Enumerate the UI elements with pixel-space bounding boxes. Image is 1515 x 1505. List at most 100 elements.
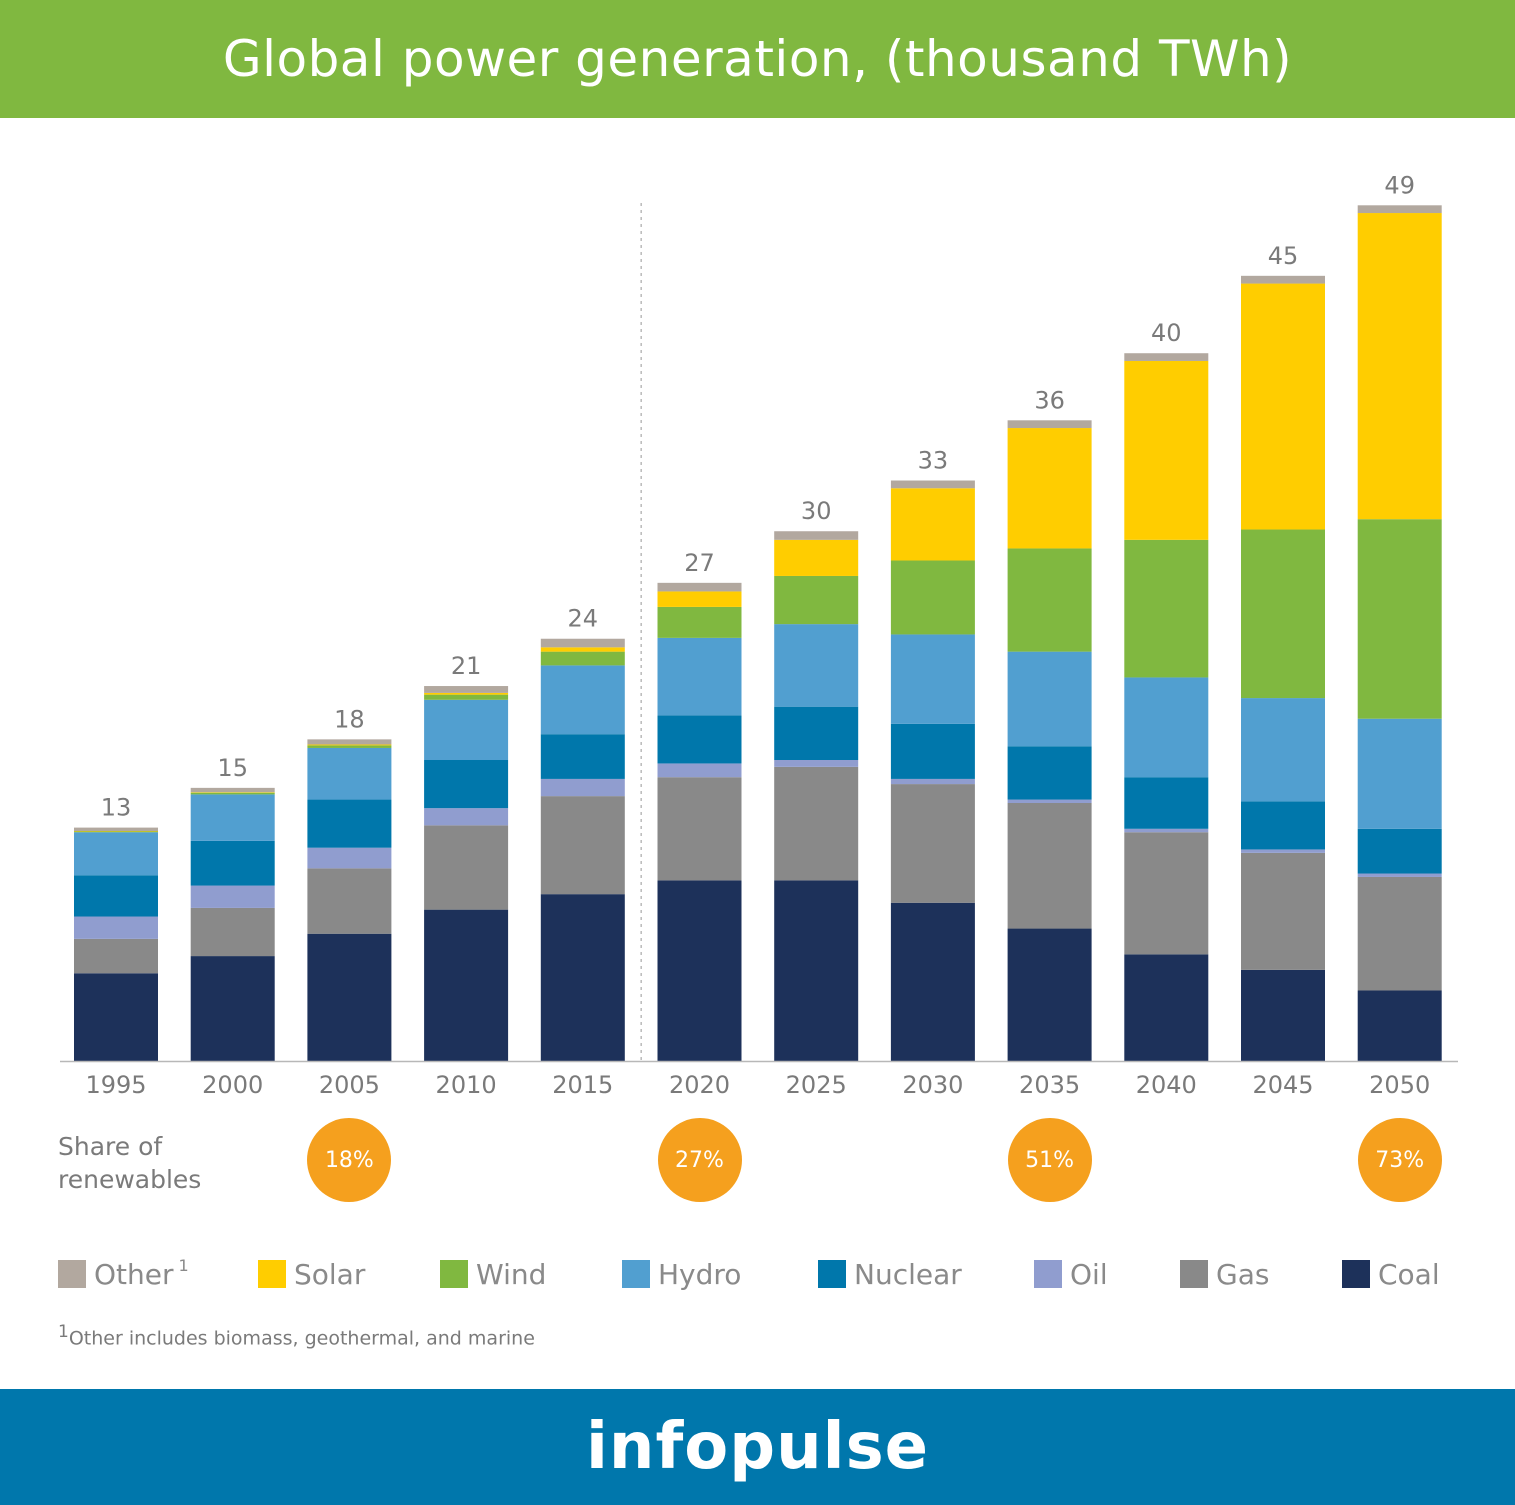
x-tick-2025: 2025 [786,1071,847,1099]
bar-2020-oil [657,763,742,778]
legend: Other 1 Solar Wind Hydro Nuclear Oil Gas Coal [58,1256,1458,1298]
bar-2015-oil [540,778,625,797]
total-label-2020: 27 [684,549,715,577]
bar-2050-wind [1357,519,1442,719]
total-label-2005: 18 [334,705,365,733]
bar-2050-nuclear [1357,828,1442,874]
bar-2035-oil [1007,799,1092,803]
total-label-2030: 33 [918,447,949,475]
footnote-text: Other includes biomass, geothermal, and … [68,1327,535,1350]
bar-2015-nuclear [540,734,625,779]
share-circle-2020: 27% [657,1118,742,1202]
x-tick-2045: 2045 [1252,1071,1313,1099]
legend-label-wind: Wind [476,1258,547,1291]
bar-2020-other [657,582,742,592]
bar-2050-gas [1357,876,1442,991]
legend-label-hydro: Hydro [658,1258,742,1291]
x-tick-2015: 2015 [552,1071,613,1099]
bar-2025-gas [774,766,859,881]
brand-logo: infopulse [585,1410,930,1484]
x-tick-2010: 2010 [436,1071,497,1099]
bar-2040-solar [1124,360,1209,540]
chart-title: Global power generation, (thousand TWh) [222,30,1293,88]
bar-2030-wind [890,560,975,635]
legend-swatch-coal [1342,1260,1370,1288]
bar-2035-coal [1007,928,1092,1061]
legend-label-solar: Solar [294,1258,366,1291]
total-label-2010: 21 [451,652,482,680]
bar-2010-gas [424,825,509,910]
bar-2035-gas [1007,803,1092,929]
legend-label-coal: Coal [1378,1258,1440,1291]
bar-2050-solar [1357,213,1442,520]
bar-2000-oil [190,885,275,908]
share-label-line1: Share of [58,1132,163,1161]
bar-2050-hydro [1357,718,1442,829]
legend-footnote-marker: 1 [178,1256,189,1275]
bar-1995-other [74,827,158,832]
bar-2045-wind [1241,529,1325,699]
bar-2035-solar [1007,428,1092,549]
bar-2030-nuclear [890,723,975,779]
legend-swatch-other [58,1260,86,1288]
bar-2045-nuclear [1241,801,1325,850]
bar-2020-hydro [657,637,742,716]
bar-1995-hydro [74,832,158,876]
bar-2010-wind [424,694,509,700]
bar-2010-solar [424,692,509,695]
bar-2040-hydro [1124,677,1209,778]
legend-item-oil: Oil [1034,1258,1108,1291]
bar-2015-hydro [540,665,625,735]
bar-1995-wind [74,831,158,833]
legend-item-nuclear: Nuclear [818,1258,962,1291]
bar-2030-coal [890,902,975,1061]
legend-item-wind: Wind [440,1258,546,1291]
bar-2050-coal [1357,990,1442,1061]
total-label-2050: 49 [1384,171,1415,199]
bar-2040-other [1124,353,1209,361]
bar-2045-solar [1241,283,1325,530]
bar-2025-hydro [774,624,859,707]
stacked-bar-chart: 13 1995 15 2000 18 2005 21 2010 24 2015 27 2020 30 20… [60,171,1458,1099]
bar-2045-coal [1241,969,1325,1061]
share-circle-2005: 18% [307,1118,392,1202]
legend-label-gas: Gas [1216,1258,1270,1291]
bar-2005-other [307,739,392,745]
legend-swatch-solar [258,1260,286,1288]
legend-swatch-wind [440,1260,468,1288]
bar-2015-other [540,638,625,648]
bar-2000-solar [190,792,275,793]
bar-2005-gas [307,868,392,934]
bar-2025-oil [774,760,859,767]
bar-2030-hydro [890,634,975,724]
bar-2000-coal [190,956,275,1061]
bar-2040-nuclear [1124,777,1209,829]
legend-item-hydro: Hydro [622,1258,741,1291]
legend-label-nuclear: Nuclear [854,1258,962,1291]
bar-2000-gas [190,907,275,957]
bar-2025-coal [774,880,859,1061]
bar-2010-hydro [424,699,509,760]
legend-swatch-hydro [622,1260,650,1288]
bar-2045-oil [1241,849,1325,853]
x-tick-2035: 2035 [1019,1071,1080,1099]
bar-2010-oil [424,808,509,826]
bar-2005-solar [307,744,392,746]
bar-2025-wind [774,575,859,625]
bar-2035-nuclear [1007,746,1092,800]
legend-item-coal: Coal [1342,1258,1440,1291]
bar-2040-wind [1124,539,1209,678]
bar-2040-oil [1124,828,1209,833]
total-label-2000: 15 [217,754,248,782]
bar-1995-oil [74,916,158,939]
share-circle-2035: 51% [1007,1118,1092,1202]
bar-2020-gas [657,777,742,881]
bar-2005-wind [307,745,392,748]
bar-2000-other [190,787,275,793]
legend-swatch-oil [1034,1260,1062,1288]
bar-2020-solar [657,591,742,607]
x-tick-2000: 2000 [202,1071,263,1099]
header-banner: Global power generation, (thousand TWh) [0,0,1515,118]
bar-2015-gas [540,796,625,895]
bar-2045-hydro [1241,698,1325,802]
